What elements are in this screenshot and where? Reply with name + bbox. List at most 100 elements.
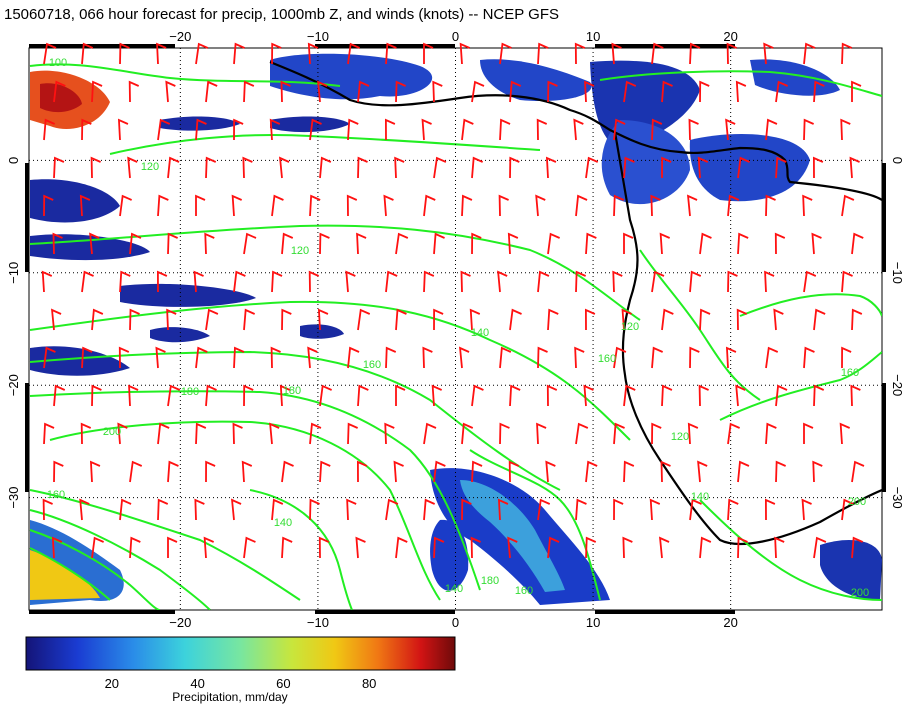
lon-tick-label: 10 [586,615,600,630]
wind-barb [812,156,824,179]
wind-barb [737,156,750,179]
wind-barb [661,384,673,407]
wind-barb [497,498,509,521]
lon-tick-label: 0 [452,29,459,44]
wind-barb [128,80,140,103]
wind-barb [803,422,814,444]
wind-barb [547,308,559,331]
wind-barb [193,270,204,293]
wind-barb [812,460,823,483]
wind-barb [775,384,788,407]
wind-barb [231,194,243,217]
wind-barb [166,308,177,331]
wind-barb [81,270,94,293]
wind-barb [849,156,860,179]
lat-tick-label: −20 [890,374,905,396]
wind-barb [167,536,178,558]
wind-barb [269,422,280,445]
wind-barb [765,118,778,141]
wind-barb [725,346,737,369]
wind-barb [461,498,472,521]
wind-barb [356,460,368,483]
lon-tick-label: −10 [307,29,329,44]
wind-barb [737,232,749,255]
wind-barb [775,80,788,103]
wind-barb [813,308,826,331]
wind-barb [205,80,218,103]
wind-barb [841,42,853,65]
wind-barb [433,460,446,483]
wind-barb [725,118,736,141]
lon-tick-label: 0 [452,615,459,630]
contour-labels: 100 120 120 140 160 160 180 180 200 160 140 140 120 1… [47,57,869,599]
wind-barb [584,308,596,331]
colorbar-tick-label: 80 [362,676,376,691]
wind-barb [308,270,320,293]
wind-barb [813,536,827,559]
wind-barb [727,194,740,217]
wind-barb [763,42,774,65]
wind-barb [851,536,864,559]
wind-barb [195,42,209,65]
wind-barb [279,156,290,179]
wind-barb [509,80,522,103]
wind-barb [697,460,708,483]
wind-barb [233,42,245,65]
wind-barb [355,536,366,559]
wind-barb [698,384,709,407]
lat-tick-label: 0 [6,157,21,164]
wind-barb [574,346,585,369]
wind-barb [661,156,672,179]
wind-barb [385,346,397,369]
contour-label: 180 [481,575,499,587]
wind-barb [765,194,776,217]
contour-label: 120 [671,431,689,443]
wind-barb [232,422,243,445]
wind-barb [737,536,748,559]
wind-barb [279,384,291,407]
wind-barb [661,308,674,331]
lat-tick-label: 0 [890,157,905,164]
wind-barb [270,346,281,369]
contour-label: 160 [841,367,859,379]
wind-barb [53,80,66,103]
wind-barb [774,232,786,255]
wind-barb [623,156,635,179]
wind-barb [687,422,699,445]
wind-barb [803,346,815,369]
wind-barb [803,118,814,141]
wind-barb [167,232,178,255]
wind-barb [89,232,100,255]
wind-barb [469,308,481,331]
wind-barb [195,422,207,445]
lon-tick-label: −10 [307,615,329,630]
wind-barb [471,232,482,255]
wind-barb [385,498,399,521]
wind-barb [623,384,636,407]
wind-barb [575,498,587,521]
wind-barb [271,194,284,217]
wind-barb [81,346,93,369]
wind-barb [545,460,556,483]
wind-barb [81,118,92,141]
wind-barb [573,118,584,141]
lon-tick-label: 20 [723,29,737,44]
wind-barb [205,460,216,483]
wind-barb [585,232,597,255]
wind-barb [471,156,484,179]
wind-barb [243,536,256,559]
wind-barb [459,42,471,65]
wind-barb [851,80,862,102]
wind-barb [623,232,634,254]
wind-barb [585,460,598,483]
wind-barb [422,346,433,369]
wind-barb [243,232,257,255]
wind-barb [432,80,443,103]
wind-barb [547,536,560,559]
wind-barb [41,270,53,293]
wind-barb [850,384,861,407]
wind-barb [841,194,855,217]
wind-barb [129,232,142,255]
wind-barb [117,118,129,141]
wind-barb [43,422,55,445]
